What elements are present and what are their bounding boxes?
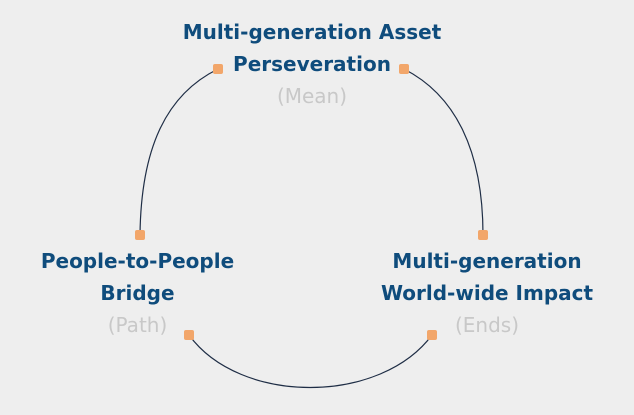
connector-marker: [135, 230, 145, 240]
node-title-line: Multi-generation Asset: [182, 20, 442, 44]
connector-marker: [213, 64, 223, 74]
node-title-line: Bridge: [100, 281, 175, 305]
node-subtitle: (Path): [107, 313, 168, 337]
node-people-bridge: People-to-People Bridge (Path): [15, 245, 260, 341]
node-subtitle: (Mean): [276, 84, 348, 108]
connector-marker: [399, 64, 409, 74]
node-subtitle: (Ends): [454, 313, 520, 337]
connector-marker: [184, 330, 194, 340]
connector-arc-top-right: [403, 68, 484, 236]
connector-marker: [478, 230, 488, 240]
node-title-line: People-to-People: [40, 249, 235, 273]
node-title-line: Multi-generation: [392, 249, 582, 273]
node-title-line: Perseveration: [233, 52, 391, 76]
connector-marker: [427, 330, 437, 340]
node-world-impact: Multi-generation World-wide Impact (Ends…: [362, 245, 612, 341]
node-title-line: World-wide Impact: [380, 281, 594, 305]
node-asset-perseveration: Multi-generation Asset Perseveration (Me…: [157, 16, 467, 112]
connector-arc-bottom: [188, 334, 433, 389]
connector-arc-top-left: [139, 68, 219, 236]
